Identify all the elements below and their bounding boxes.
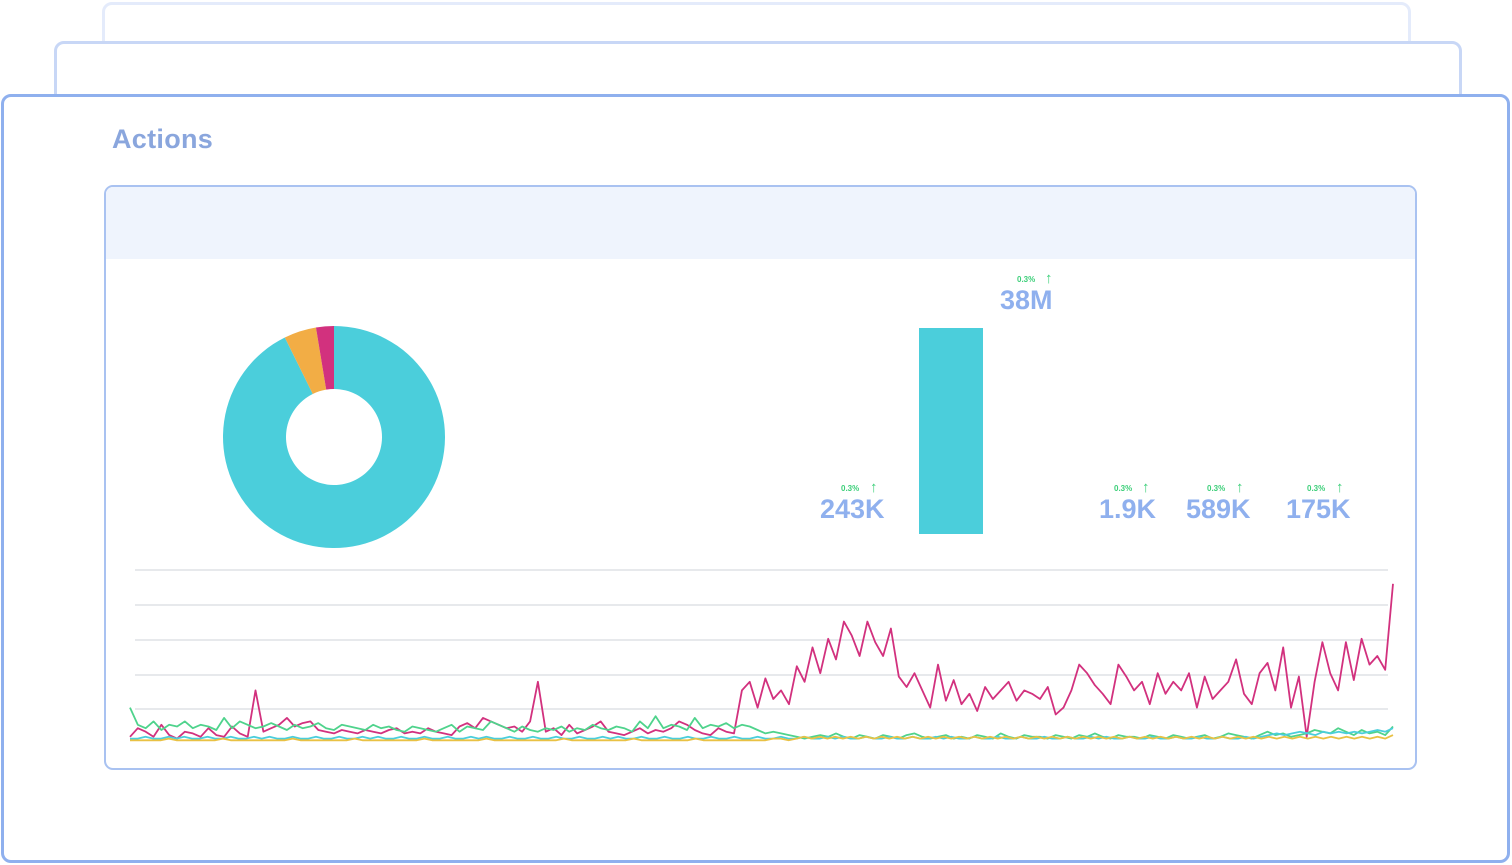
- line-series: [129, 707, 1394, 740]
- arrow-up-icon: ↑: [1142, 479, 1150, 496]
- pie-slice: [284, 327, 327, 394]
- arrow-up-icon: ↑: [1336, 479, 1344, 496]
- line-series: [129, 583, 1394, 740]
- arrow-up-icon: ↑: [870, 479, 878, 496]
- metric-delta: 0.3%: [1017, 275, 1036, 284]
- metric-value: 175K: [1286, 494, 1351, 524]
- metric-value: 243K: [820, 494, 885, 524]
- arrow-up-icon: ↑: [1045, 270, 1053, 287]
- metric-delta: 0.3%: [841, 484, 860, 493]
- metric-value: 38M: [1000, 285, 1053, 315]
- metric-delta: 0.3%: [1207, 484, 1226, 493]
- chart-panel: [104, 185, 1417, 770]
- section-title: Actions: [112, 124, 214, 154]
- metric-delta: 0.3%: [1307, 484, 1326, 493]
- arrow-up-icon: ↑: [1236, 479, 1244, 496]
- chart-panel-header: [106, 187, 1415, 259]
- metric-delta: 0.3%: [1114, 484, 1133, 493]
- metric-value: 1.9K: [1099, 494, 1157, 524]
- pie-slice: [315, 326, 334, 390]
- line-series: [130, 734, 1394, 742]
- metric-value: 589K: [1186, 494, 1251, 524]
- pie-slice: [222, 326, 445, 549]
- bar: [919, 328, 983, 534]
